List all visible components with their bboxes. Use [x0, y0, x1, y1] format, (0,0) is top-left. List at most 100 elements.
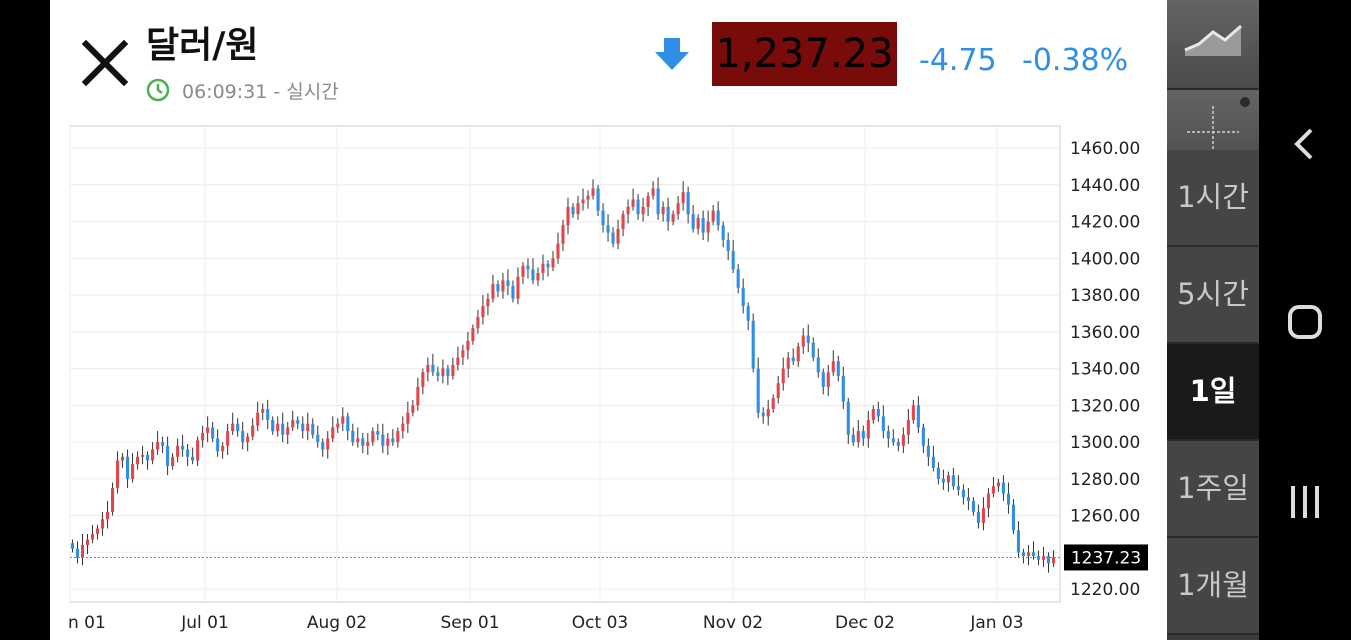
- y-tick-label: 1300.00: [1070, 433, 1140, 453]
- down-arrow-icon: [655, 38, 689, 70]
- change-percent: -0.38%: [1022, 43, 1129, 78]
- candle-body: [196, 440, 200, 461]
- candle-body: [716, 210, 720, 226]
- candle-body: [126, 456, 130, 479]
- candle-body: [166, 445, 170, 466]
- candle-body: [521, 265, 525, 277]
- candle-body: [661, 206, 665, 215]
- candle-body: [996, 482, 1000, 487]
- candle-body: [351, 431, 355, 443]
- candle-body: [271, 420, 275, 432]
- x-tick-label: Nov 02: [703, 613, 763, 633]
- candle-body: [946, 475, 950, 483]
- candle-body: [846, 401, 850, 435]
- y-tick-label: 1400.00: [1070, 249, 1140, 269]
- candle-body: [831, 361, 835, 373]
- candle-body: [891, 438, 895, 443]
- candle-body: [756, 368, 760, 413]
- candle-body: [115, 460, 120, 489]
- candle-body: [956, 486, 960, 490]
- candle-body: [436, 372, 440, 376]
- candle-body: [431, 364, 435, 373]
- timeframe-1h[interactable]: 1시간: [1167, 150, 1259, 247]
- candle-body: [346, 416, 350, 432]
- candle-body: [311, 423, 315, 435]
- candle-body: [1021, 552, 1026, 557]
- candle-body: [221, 445, 225, 452]
- candle-body: [536, 273, 540, 281]
- x-tick-label: Jul 01: [180, 613, 229, 633]
- candle-body: [781, 368, 785, 384]
- recents-icon[interactable]: [1281, 478, 1329, 526]
- candle-body: [916, 405, 920, 428]
- candle-body: [396, 431, 400, 443]
- candle-body: [911, 405, 915, 421]
- candle-body: [856, 431, 860, 443]
- candle-body: [241, 431, 245, 443]
- candle-body: [746, 306, 750, 321]
- candle-body: [85, 539, 90, 546]
- candle-body: [566, 206, 570, 226]
- candle-body: [1046, 556, 1051, 564]
- candle-body: [491, 284, 495, 299]
- candle-body: [90, 534, 95, 540]
- candle-body: [926, 445, 930, 457]
- last-price-tag: [1064, 544, 1148, 571]
- x-tick-label: Sep 01: [440, 613, 499, 633]
- y-tick-label: 1220.00: [1070, 580, 1140, 600]
- timeframe-1m[interactable]: 1개월: [1167, 538, 1259, 635]
- candle-body: [341, 416, 345, 424]
- candle-body: [581, 199, 585, 204]
- candle-body: [531, 269, 535, 281]
- candle-body: [711, 210, 715, 222]
- candle-body: [181, 445, 185, 450]
- candle-body: [686, 192, 690, 215]
- home-icon[interactable]: [1281, 298, 1329, 346]
- candle-body: [416, 386, 420, 406]
- candle-body: [811, 342, 815, 358]
- timeframe-1w[interactable]: 1주일: [1167, 441, 1259, 538]
- y-tick-label: 1320.00: [1070, 396, 1140, 416]
- y-tick-label: 1280.00: [1070, 470, 1140, 490]
- chart-sidebar: 1시간 5시간 1일 1주일 1개월: [1167, 0, 1259, 640]
- candle-body: [641, 206, 645, 215]
- chart-type-button[interactable]: [1167, 0, 1259, 90]
- candle-body: [1011, 504, 1016, 531]
- candle-body: [376, 431, 380, 435]
- candle-body: [471, 328, 475, 342]
- candle-body: [736, 269, 740, 288]
- candle-body: [236, 423, 240, 432]
- last-price-label: 1237.23: [1071, 548, 1141, 568]
- candle-body: [80, 545, 85, 558]
- candle-body: [816, 357, 820, 373]
- candle-body: [576, 203, 580, 215]
- candle-body: [611, 232, 615, 244]
- candle-body: [371, 431, 375, 443]
- candle-body: [461, 350, 465, 358]
- candle-body: [466, 341, 470, 351]
- candle-body: [161, 442, 165, 446]
- update-time: 06:09:31 - 실시간: [182, 80, 339, 103]
- candle-body: [441, 368, 445, 376]
- candle-body: [386, 438, 390, 446]
- candle-body: [676, 203, 680, 215]
- candlestick-chart[interactable]: 1460.00 1440.00 1420.00 1400.00 1380.00 1360.…: [50, 0, 1167, 640]
- candle-body: [621, 214, 625, 229]
- candle-body: [226, 431, 230, 446]
- price-value: 1,237.23: [712, 22, 897, 86]
- candle-body: [286, 427, 290, 435]
- timeframe-5h[interactable]: 5시간: [1167, 247, 1259, 344]
- back-icon[interactable]: [1281, 120, 1329, 168]
- candle-body: [1006, 493, 1011, 505]
- candle-body: [316, 434, 320, 443]
- candle-body: [771, 398, 775, 410]
- close-icon[interactable]: [81, 39, 129, 87]
- candle-body: [276, 423, 280, 432]
- timeframe-1d[interactable]: 1일: [1167, 344, 1259, 441]
- candle-body: [356, 438, 360, 443]
- candle-body: [706, 221, 710, 233]
- candle-body: [726, 239, 730, 251]
- candle-body: [631, 199, 635, 207]
- y-tick-label: 1260.00: [1070, 507, 1140, 527]
- page-title: 달러/원: [146, 25, 259, 66]
